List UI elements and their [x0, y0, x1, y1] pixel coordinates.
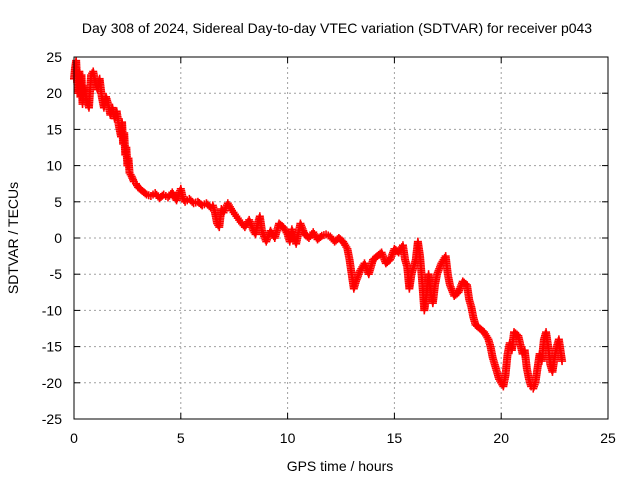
y-tick-label: 10	[46, 158, 62, 174]
y-tick-label: 5	[54, 194, 62, 210]
x-tick-label: 0	[70, 430, 78, 446]
y-tick-label: -25	[42, 411, 62, 427]
y-tick-label: 15	[46, 121, 62, 137]
y-tick-label: 25	[46, 49, 62, 65]
y-tick-label: 20	[46, 85, 62, 101]
x-tick-label: 15	[387, 430, 403, 446]
chart-title: Day 308 of 2024, Sidereal Day-to-day VTE…	[82, 20, 592, 36]
x-tick-label: 25	[600, 430, 616, 446]
y-axis-label: SDTVAR / TECUs	[5, 182, 21, 294]
y-tick-label: 0	[54, 230, 62, 246]
x-tick-labels: 0 5 10 15 20 25	[70, 430, 616, 446]
grid-lines	[74, 57, 608, 419]
plot-frame	[73, 56, 609, 420]
y-tick-label: -5	[50, 266, 63, 282]
y-tick-label: -10	[42, 302, 62, 318]
y-tick-label: -20	[42, 375, 62, 391]
x-tick-label: 20	[493, 430, 509, 446]
y-tick-label: -15	[42, 339, 62, 355]
x-tick-label: 5	[177, 430, 185, 446]
y-tick-labels: 25 20 15 10 5 0 -5 -10 -15 -20 -25	[42, 49, 62, 427]
x-axis-label: GPS time / hours	[287, 458, 394, 474]
data-point	[558, 357, 567, 366]
x-tick-label: 10	[280, 430, 296, 446]
data-series-sdtvar	[70, 56, 567, 393]
